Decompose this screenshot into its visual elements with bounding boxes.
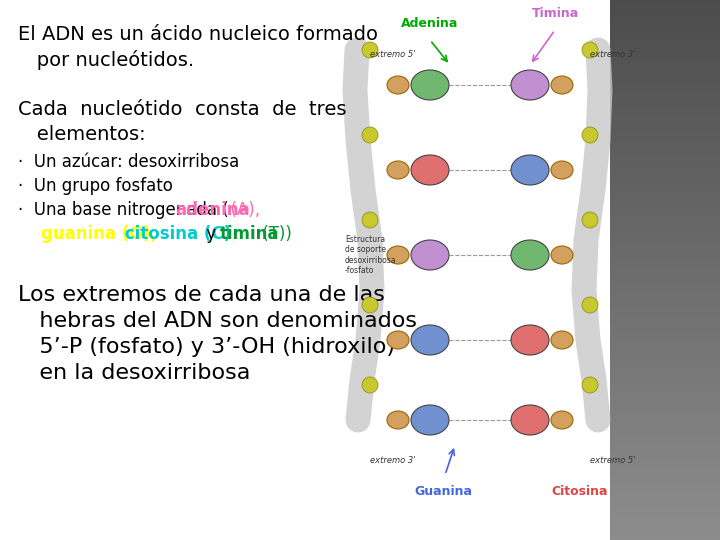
Text: extremo 5': extremo 5' [370, 50, 415, 59]
Text: Guanina: Guanina [414, 485, 472, 498]
Text: guanina (G),: guanina (G), [18, 225, 157, 243]
Ellipse shape [551, 411, 573, 429]
Ellipse shape [411, 405, 449, 435]
Ellipse shape [411, 325, 449, 355]
Text: Cada  nucleótido  consta  de  tres: Cada nucleótido consta de tres [18, 100, 346, 119]
Text: ·  Un grupo fosfato: · Un grupo fosfato [18, 177, 173, 195]
Ellipse shape [511, 405, 549, 435]
Text: Timina: Timina [531, 7, 579, 20]
Text: Adenina: Adenina [401, 17, 459, 30]
Ellipse shape [387, 76, 409, 94]
Ellipse shape [387, 331, 409, 349]
Ellipse shape [551, 246, 573, 264]
Ellipse shape [387, 161, 409, 179]
Text: ·  Un azúcar: desoxirribosa: · Un azúcar: desoxirribosa [18, 153, 239, 171]
Text: (A),: (A), [220, 201, 260, 219]
Circle shape [582, 297, 598, 313]
Circle shape [362, 127, 378, 143]
Text: hebras del ADN son denominados: hebras del ADN son denominados [18, 311, 417, 331]
Ellipse shape [411, 240, 449, 270]
Ellipse shape [387, 246, 409, 264]
Circle shape [362, 297, 378, 313]
Text: ·  Una base nitrogenada (: · Una base nitrogenada ( [18, 201, 229, 219]
Text: Los extremos de cada una de las: Los extremos de cada una de las [18, 285, 385, 305]
Circle shape [582, 377, 598, 393]
Circle shape [362, 212, 378, 228]
Text: citosina (C): citosina (C) [119, 225, 231, 243]
Text: en la desoxirribosa: en la desoxirribosa [18, 363, 251, 383]
Ellipse shape [511, 155, 549, 185]
Ellipse shape [511, 325, 549, 355]
Text: El ADN es un ácido nucleico formado: El ADN es un ácido nucleico formado [18, 25, 378, 44]
Bar [340, 20, 610, 470]
Circle shape [362, 377, 378, 393]
Ellipse shape [551, 331, 573, 349]
Circle shape [582, 42, 598, 58]
Circle shape [582, 127, 598, 143]
Text: adenina: adenina [176, 201, 250, 219]
Ellipse shape [551, 161, 573, 179]
Circle shape [362, 42, 378, 58]
Text: (T)): (T)) [258, 225, 292, 243]
Text: extremo 5': extremo 5' [590, 456, 636, 465]
Ellipse shape [551, 76, 573, 94]
Text: y: y [201, 225, 221, 243]
Ellipse shape [411, 70, 449, 100]
Text: Estructura
de soporte
desoxirribosa
-fosfato: Estructura de soporte desoxirribosa -fos… [345, 235, 397, 275]
Circle shape [582, 212, 598, 228]
Text: timina: timina [220, 225, 279, 243]
Text: 5’-P (fosfato) y 3’-OH (hidroxilo): 5’-P (fosfato) y 3’-OH (hidroxilo) [18, 337, 395, 357]
Text: elementos:: elementos: [18, 125, 145, 144]
Text: por nucleótidos.: por nucleótidos. [18, 50, 194, 70]
Ellipse shape [411, 155, 449, 185]
Text: extremo 3': extremo 3' [590, 50, 636, 59]
Text: extremo 3': extremo 3' [370, 456, 415, 465]
Ellipse shape [511, 240, 549, 270]
Ellipse shape [387, 411, 409, 429]
Ellipse shape [511, 70, 549, 100]
Text: Citosina: Citosina [552, 485, 608, 498]
